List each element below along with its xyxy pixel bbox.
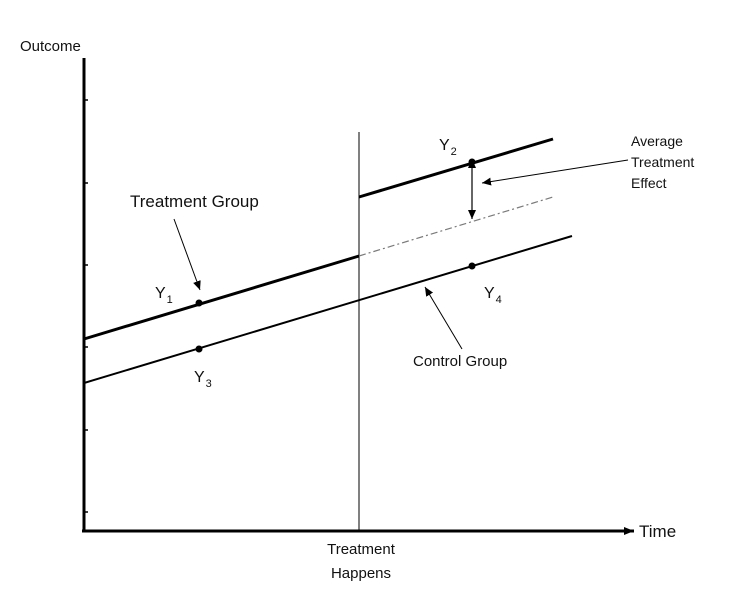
control-group-line xyxy=(83,235,573,384)
point-label-y4: Y4 xyxy=(484,285,502,306)
point-label-letter: Y xyxy=(484,285,495,302)
x-axis-label: Time xyxy=(639,522,676,541)
point-label-subscript: 2 xyxy=(451,146,457,158)
treatment-effect-label-line3: Effect xyxy=(631,175,667,191)
control-group-callout-arrow xyxy=(424,286,463,350)
point-label-letter: Y xyxy=(155,285,166,302)
treatment-happens-label-line2: Happens xyxy=(331,565,391,582)
treatment-group-label: Treatment Group xyxy=(130,192,259,211)
point-label-subscript: 3 xyxy=(206,378,212,390)
treatment-group-line-pre xyxy=(83,254,360,341)
point-y2 xyxy=(468,158,476,166)
point-y1 xyxy=(195,299,203,307)
point-label-y3: Y3 xyxy=(194,369,212,390)
point-label-subscript: 1 xyxy=(167,294,173,306)
point-label-subscript: 4 xyxy=(496,294,502,306)
treatment-group-callout-arrow xyxy=(173,218,201,291)
treatment-group-line-post xyxy=(358,137,554,199)
point-label-y1: Y1 xyxy=(155,285,173,306)
treatment-effect-callout-arrow xyxy=(481,159,629,186)
point-y3 xyxy=(195,345,203,353)
treatment-happens-label-line1: Treatment xyxy=(327,541,396,558)
point-label-letter: Y xyxy=(194,369,205,386)
counterfactual-line xyxy=(358,196,554,257)
y-axis-ticks xyxy=(84,99,88,513)
treatment-effect-label-line1: Average xyxy=(631,133,683,149)
control-group-label: Control Group xyxy=(413,353,507,370)
point-y4 xyxy=(468,262,476,270)
point-label-y2: Y2 xyxy=(439,137,457,158)
point-label-letter: Y xyxy=(439,137,450,154)
treatment-effect-label-line2: Treatment xyxy=(631,154,694,170)
y-axis-label: Outcome xyxy=(20,38,81,55)
